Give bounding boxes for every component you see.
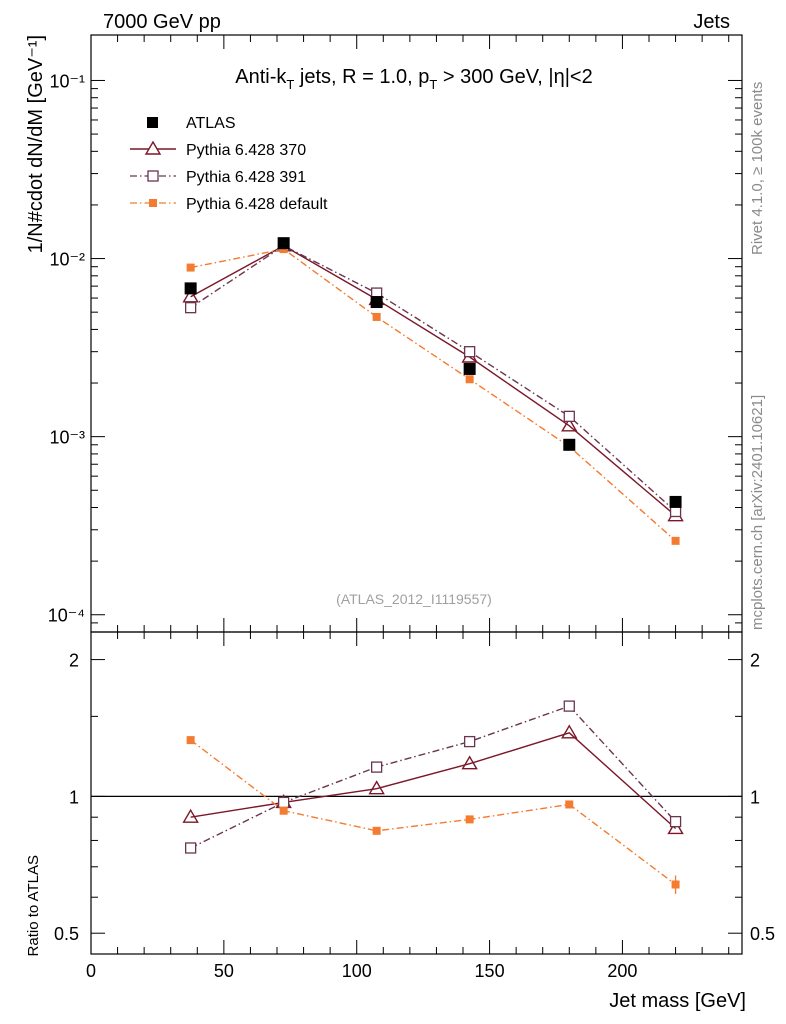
ratio-series-default-point — [565, 800, 574, 809]
legend-entry-default: Pythia 6.428 default — [130, 196, 328, 213]
ratio-series-391-point — [563, 700, 575, 712]
main-series-default-point — [671, 536, 680, 545]
x-tick-label: 50 — [214, 961, 234, 981]
legend-entry-391: Pythia 6.428 391 — [130, 169, 306, 186]
legend-entry-370: Pythia 6.428 370 — [130, 140, 306, 159]
main-series-391-line — [190, 244, 677, 513]
ratio-series-default-line — [190, 739, 676, 886]
axes-layer: 10⁻⁴ 10⁻³ 10⁻² 10⁻¹ 0 50 100 150 200 0.5 0.5 1 1 2 2 — [48, 35, 775, 981]
ratio-series-370-point — [368, 780, 385, 795]
ratio-series-370-point — [182, 808, 199, 823]
legend-entry-atlas: ATLAS — [147, 115, 236, 132]
mcplots-label: mcplots.cern.ch [arXiv:2401.10621] — [749, 395, 766, 630]
x-tick-label: 100 — [342, 961, 372, 981]
main-y-tick-label: 10⁻⁴ — [48, 606, 85, 626]
series-layer — [182, 237, 684, 894]
ratio-series-default-point — [671, 880, 680, 889]
main-series-370-point — [182, 288, 199, 303]
x-tick-label: 200 — [607, 961, 637, 981]
main-series-391-point — [563, 410, 575, 423]
ratio-y-tick-label: 2 — [69, 651, 79, 671]
ratio-y-axis-title: Ratio to ATLAS — [25, 855, 42, 956]
ratio-series-default-point — [465, 815, 474, 824]
main-series-370-line — [190, 244, 677, 517]
analysis-watermark: (ATLAS_2012_I1119557) — [336, 591, 492, 607]
legend-label-default: Pythia 6.428 default — [186, 196, 328, 213]
ratio-series-391-point — [277, 796, 290, 809]
legend-label-atlas: ATLAS — [186, 115, 236, 132]
main-series-default-line — [190, 248, 677, 542]
main-series-default-point — [465, 375, 474, 384]
ratio-series-391-line — [190, 705, 677, 849]
ratio-series-370-point — [461, 755, 478, 770]
ratio-series-391-point — [463, 735, 476, 748]
ratio-y-tick-label: 0.5 — [54, 924, 79, 944]
header-left: 7000 GeV pp — [103, 11, 221, 33]
main-series-atlas-point — [277, 237, 290, 250]
ratio-series-391-point — [669, 815, 682, 828]
ratio-y-tick-label-right: 0.5 — [750, 924, 775, 944]
main-y-axis-title: 1/N#cdot dN/dM [GeV⁻¹] — [25, 35, 47, 253]
x-axis-title: Jet mass [GeV] — [609, 990, 746, 1012]
plot-title: Anti-kT jets, R = 1.0, pT > 300 GeV, |η|… — [235, 66, 592, 92]
ratio-series-370-point — [667, 820, 684, 835]
legend-label-391: Pythia 6.428 391 — [186, 169, 306, 186]
ratio-y-tick-label: 1 — [69, 787, 79, 807]
ratio-series-370-point — [561, 724, 578, 739]
legend-label-370: Pythia 6.428 370 — [186, 142, 306, 159]
main-series-atlas-point — [669, 495, 682, 508]
ratio-y-tick-label-right: 2 — [750, 651, 760, 671]
main-series-atlas-point — [463, 362, 476, 375]
main-series-391-point — [184, 302, 197, 314]
main-series-atlas-point — [184, 282, 197, 295]
main-series-atlas-point — [563, 438, 576, 451]
main-y-tick-label: 10⁻¹ — [49, 71, 85, 91]
header-right: Jets — [693, 11, 730, 33]
main-series-370-point — [561, 417, 578, 432]
main-y-tick-label: 10⁻² — [49, 250, 85, 270]
main-series-atlas-point — [370, 296, 383, 309]
ratio-series-default-point — [372, 826, 381, 835]
rivet-label: Rivet 4.1.0, ≥ 100k events — [749, 82, 766, 255]
main-series-default-point — [186, 263, 195, 272]
main-series-default-point — [372, 312, 381, 321]
ratio-series-370-line — [190, 732, 677, 829]
ratio-frame — [90, 631, 743, 955]
x-tick-label: 150 — [475, 961, 505, 981]
legend: ATLAS Pythia 6.428 370 Pythia 6.428 391 … — [130, 115, 328, 213]
ratio-series-391-point — [184, 842, 197, 854]
ratio-y-tick-label-right: 1 — [750, 787, 760, 807]
ratio-series-default-point — [279, 806, 288, 815]
ratio-series-391-point — [370, 761, 383, 773]
ratio-series-default-point — [186, 736, 195, 745]
main-series-391-point — [669, 505, 682, 518]
x-tick-label: 0 — [86, 961, 96, 981]
main-series-391-point — [463, 346, 476, 358]
main-y-tick-label: 10⁻³ — [49, 428, 85, 448]
